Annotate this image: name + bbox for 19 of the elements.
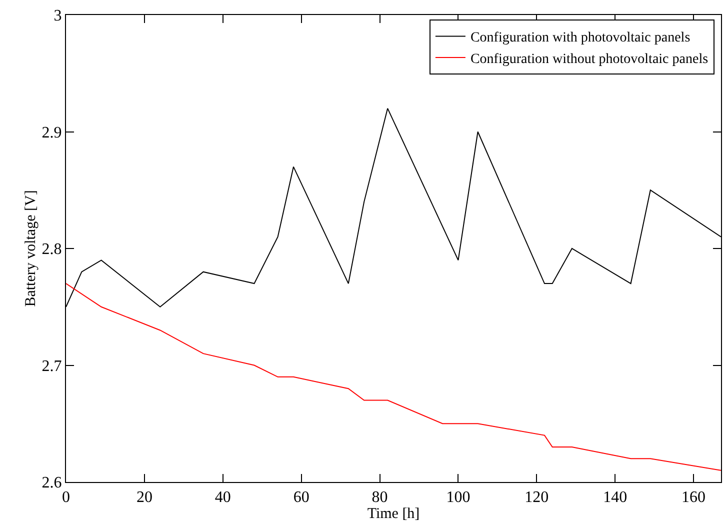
y-tick-label: 2.7 bbox=[42, 358, 62, 375]
x-tick-label: 40 bbox=[214, 489, 231, 506]
y-axis-title: Battery voltage [V] bbox=[23, 190, 40, 307]
legend-label: Configuration with photovoltaic panels bbox=[470, 30, 690, 46]
x-tick-label: 120 bbox=[524, 489, 549, 506]
line-series bbox=[66, 283, 721, 471]
x-tick-label: 100 bbox=[446, 489, 470, 506]
x-axis-title: Time [h] bbox=[367, 506, 420, 522]
x-tick-label: 160 bbox=[682, 489, 706, 506]
y-tick-label: 2.8 bbox=[42, 241, 62, 258]
x-tick-label: 20 bbox=[136, 489, 152, 506]
y-tick-label: 3 bbox=[54, 8, 62, 25]
y-tick-label: 2.9 bbox=[42, 124, 62, 142]
x-tick-label: 140 bbox=[603, 489, 628, 506]
x-tick-label: 80 bbox=[372, 489, 388, 506]
x-tick-label: 0 bbox=[62, 489, 70, 506]
legend-label: Configuration without photovoltaic panels bbox=[470, 52, 708, 67]
y-tick-label: 2.6 bbox=[42, 474, 62, 492]
x-tick-label: 60 bbox=[293, 489, 310, 506]
